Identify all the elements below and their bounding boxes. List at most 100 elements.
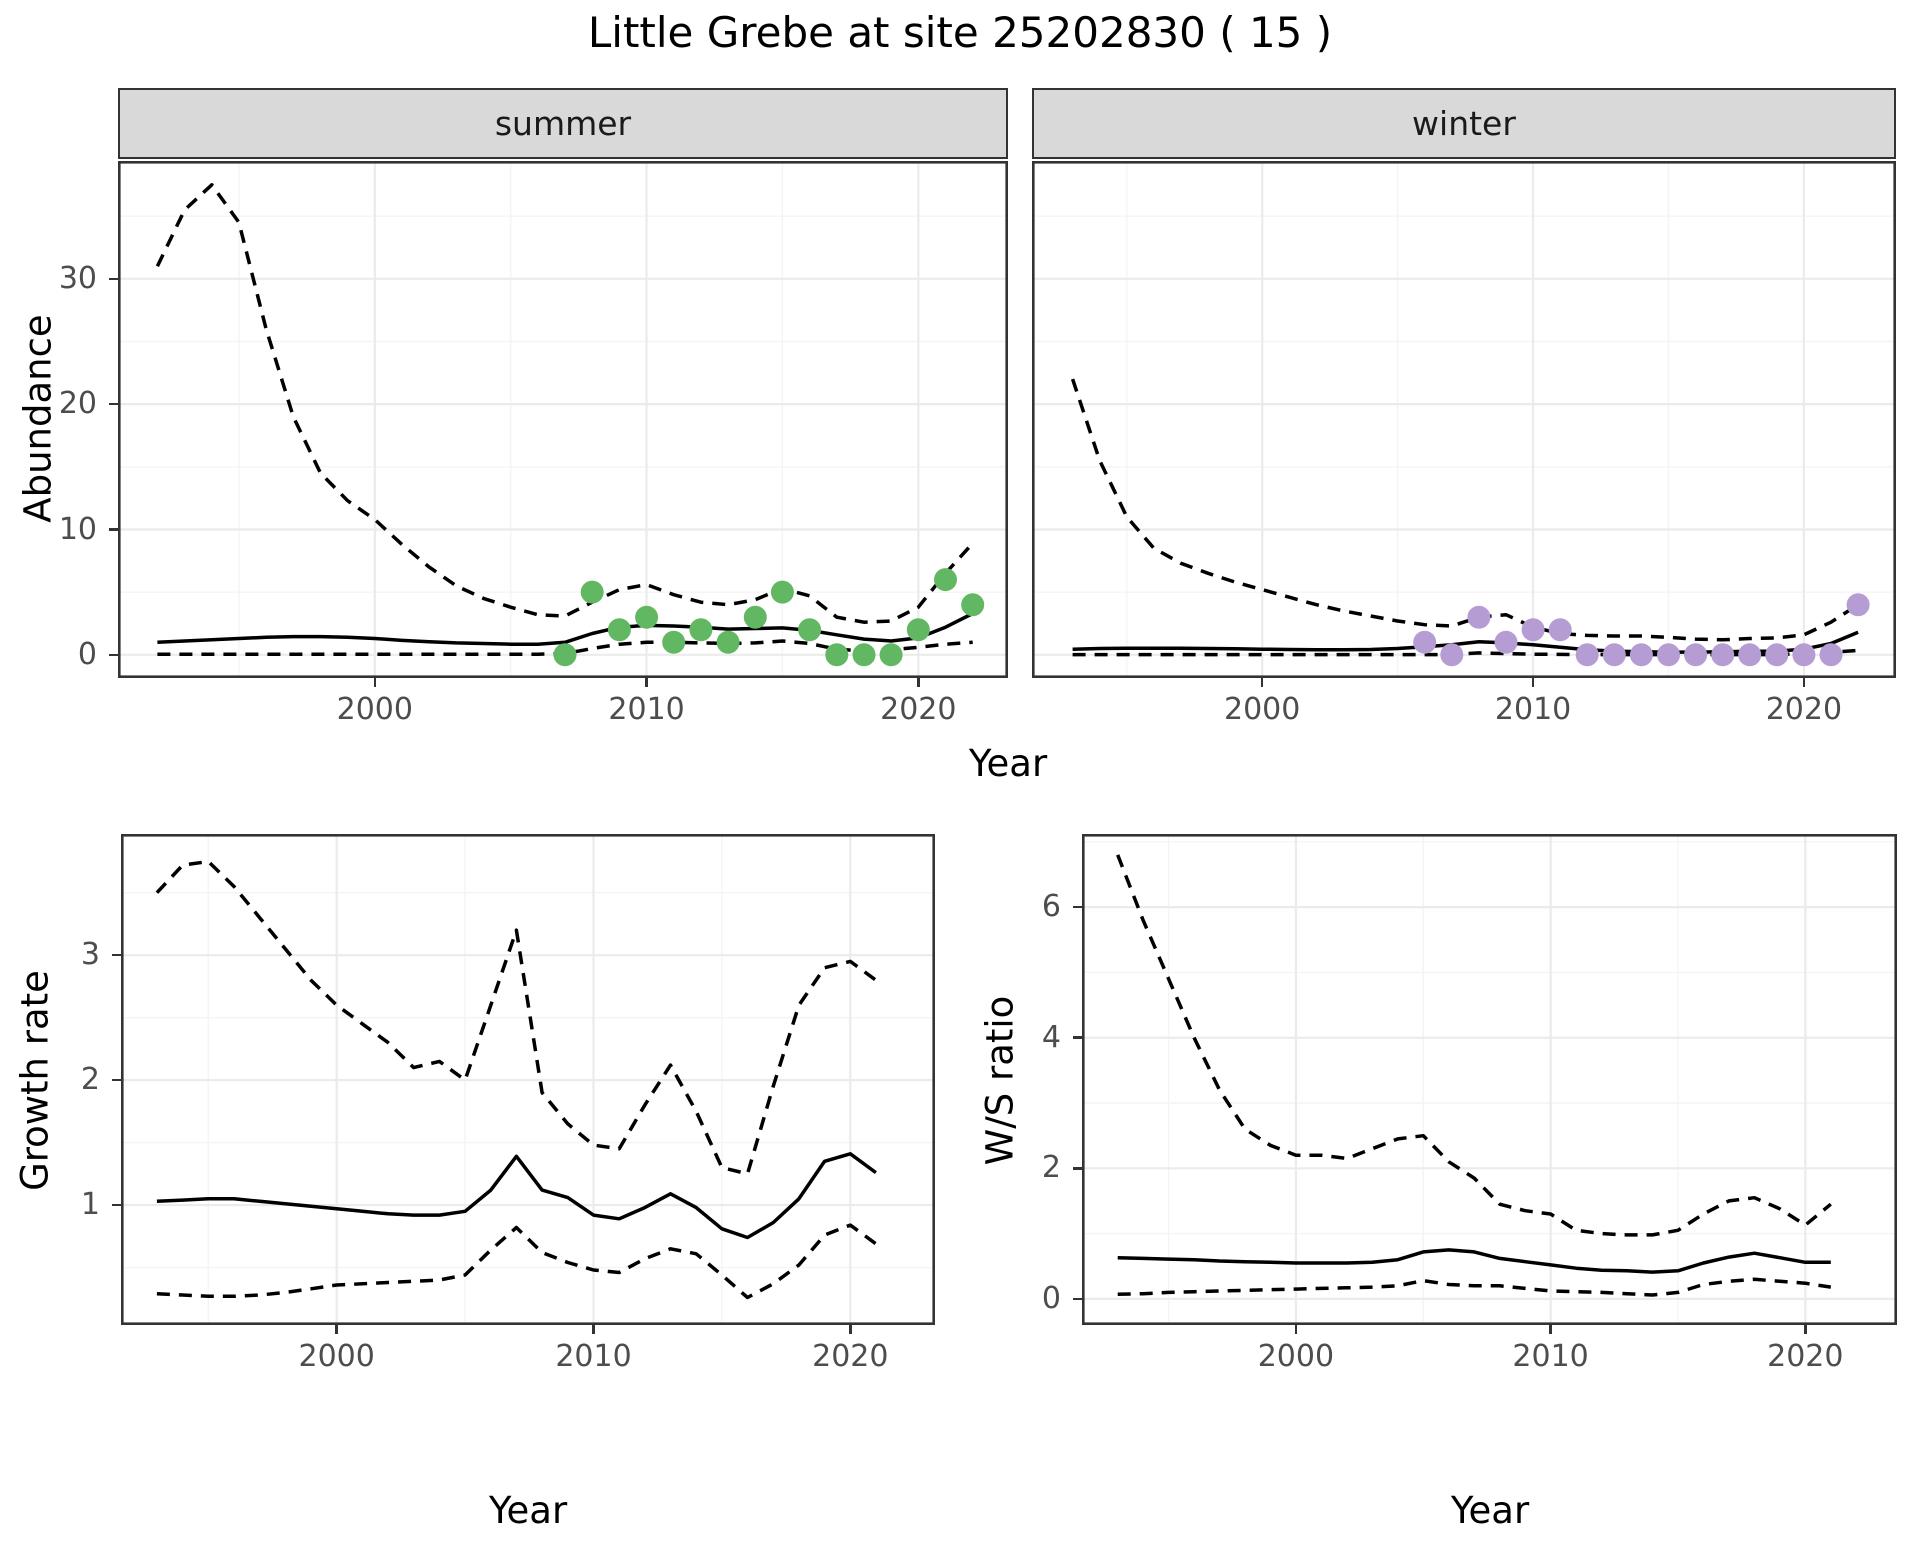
- x-tick-label: 2010: [1512, 1339, 1589, 1374]
- facet-strip-winter: winter: [1032, 88, 1896, 159]
- x-tick-label: 2020: [812, 1339, 889, 1374]
- abundance-summer-observation-point: [635, 605, 659, 629]
- abundance-winter-observation-point: [1846, 593, 1870, 617]
- abundance-summer-observation-point: [879, 643, 903, 667]
- growth-rate-upper-ci-line: [155, 859, 877, 1176]
- growth-rate-lower-ci-line: [156, 1223, 877, 1300]
- y-tick-label: 2: [80, 1062, 100, 1098]
- year-axis-title-ws: Year: [1450, 1489, 1530, 1532]
- abundance-summer-observation-point: [798, 618, 822, 642]
- abundance-winter-observation-point: [1819, 643, 1843, 667]
- abundance-winter-svg: [1032, 161, 1896, 678]
- abundance-winter-observation-point: [1521, 618, 1545, 642]
- x-tick-label: 2020: [1765, 692, 1843, 727]
- y-tick-mark: [112, 1078, 121, 1082]
- abundance-summer-upper-ci-line: [155, 183, 974, 624]
- x-tick-label: 2000: [1257, 1339, 1335, 1374]
- abundance-summer-panel: [118, 161, 1008, 678]
- abundance-winter-panel: [1032, 161, 1896, 678]
- x-tick-label: 2000: [1224, 692, 1301, 727]
- x-tick-mark: [1804, 1325, 1807, 1334]
- y-tick-mark: [109, 402, 118, 406]
- ws-ratio-upper-ci-line: [1116, 854, 1832, 1237]
- y-tick-label: 3: [80, 937, 100, 973]
- abundance-summer-observation-point: [961, 593, 985, 617]
- x-tick-mark: [1260, 678, 1264, 687]
- x-tick-label: 2010: [608, 692, 685, 727]
- abundance-summer-observation-point: [662, 630, 686, 654]
- abundance-summer-observation-point: [770, 580, 794, 604]
- x-tick-mark: [335, 1325, 338, 1334]
- abundance-winter-observation-point: [1494, 630, 1518, 654]
- y-tick-label: 10: [58, 511, 97, 547]
- abundance-winter-observation-point: [1413, 630, 1437, 654]
- abundance-winter-observation-point: [1765, 643, 1789, 667]
- ws-ratio-svg: [1082, 834, 1897, 1325]
- abundance-winter-observation-point: [1738, 643, 1762, 667]
- facet-strip-summer: summer: [118, 88, 1008, 159]
- abundance-winter-observation-point: [1684, 643, 1708, 667]
- abundance-winter-observation-point: [1602, 643, 1626, 667]
- abundance-winter-observation-point: [1711, 643, 1735, 667]
- abundance-winter-observation-point: [1657, 643, 1680, 667]
- x-tick-mark: [373, 678, 377, 687]
- abundance-winter-observation-point: [1440, 643, 1464, 667]
- x-tick-mark: [917, 678, 920, 687]
- x-tick-label: 2000: [298, 1339, 375, 1374]
- y-tick-mark: [1073, 1297, 1082, 1301]
- x-tick-mark: [645, 678, 648, 687]
- y-tick-label: 0: [77, 636, 97, 672]
- x-tick-label: 2010: [1494, 692, 1572, 727]
- x-tick-label: 2020: [880, 692, 957, 727]
- year-axis-title-growth: Year: [488, 1489, 568, 1532]
- x-tick-mark: [849, 1325, 852, 1334]
- y-tick-mark: [1073, 1036, 1082, 1039]
- growth-rate-panel: [121, 834, 935, 1325]
- x-tick-label: 2000: [336, 692, 413, 727]
- abundance-summer-observation-point: [825, 643, 849, 667]
- x-tick-mark: [1531, 678, 1535, 687]
- facet-strip-winter-label: winter: [1412, 104, 1516, 143]
- abundance-summer-svg: [118, 161, 1008, 678]
- x-tick-label: 2010: [555, 1339, 632, 1374]
- y-tick-mark: [109, 653, 118, 657]
- abundance-winter-observation-point: [1792, 643, 1816, 667]
- y-tick-mark: [1073, 1167, 1082, 1170]
- y-tick-label: 4: [1041, 1019, 1061, 1055]
- y-tick-label: 30: [58, 260, 97, 296]
- abundance-summer-observation-point: [580, 580, 604, 604]
- y-tick-label: 20: [58, 386, 97, 422]
- x-tick-mark: [592, 1325, 595, 1334]
- x-tick-mark: [1549, 1325, 1552, 1334]
- abundance-winter-observation-point: [1575, 643, 1599, 667]
- y-tick-label: 1: [80, 1187, 100, 1223]
- abundance-summer-observation-point: [934, 568, 957, 592]
- abundance-winter-upper-ci-line: [1070, 378, 1860, 642]
- abundance-summer-observation-point: [716, 630, 740, 654]
- y-tick-mark: [109, 277, 118, 281]
- y-tick-mark: [112, 1203, 121, 1207]
- ws-ratio-mean-line: [1117, 1248, 1831, 1274]
- abundance-winter-observation-point: [1629, 643, 1653, 667]
- abundance-summer-observation-point: [743, 605, 767, 629]
- y-tick-label: 2: [1041, 1150, 1061, 1186]
- y-tick-mark: [1073, 905, 1082, 909]
- abundance-summer-observation-point: [906, 618, 930, 642]
- y-tick-mark: [112, 953, 121, 957]
- year-axis-title-top: Year: [968, 742, 1048, 785]
- abundance-summer-observation-point: [607, 618, 631, 642]
- growth-rate-svg: [121, 834, 935, 1325]
- growth-rate-mean-line: [156, 1152, 877, 1240]
- x-tick-label: 2020: [1767, 1339, 1844, 1374]
- ws-ratio-panel: [1082, 834, 1897, 1325]
- y-tick-mark: [109, 528, 118, 531]
- x-tick-mark: [1802, 678, 1806, 687]
- y-tick-label: 6: [1041, 889, 1061, 925]
- ws-ratio-lower-ci-line: [1117, 1277, 1832, 1297]
- ws-ratio-axis-title: W/S ratio: [978, 995, 1022, 1166]
- x-tick-mark: [1294, 1325, 1298, 1334]
- facet-strip-summer-label: summer: [494, 104, 632, 143]
- abundance-winter-observation-point: [1467, 605, 1491, 629]
- abundance-summer-mean-line: [157, 611, 974, 646]
